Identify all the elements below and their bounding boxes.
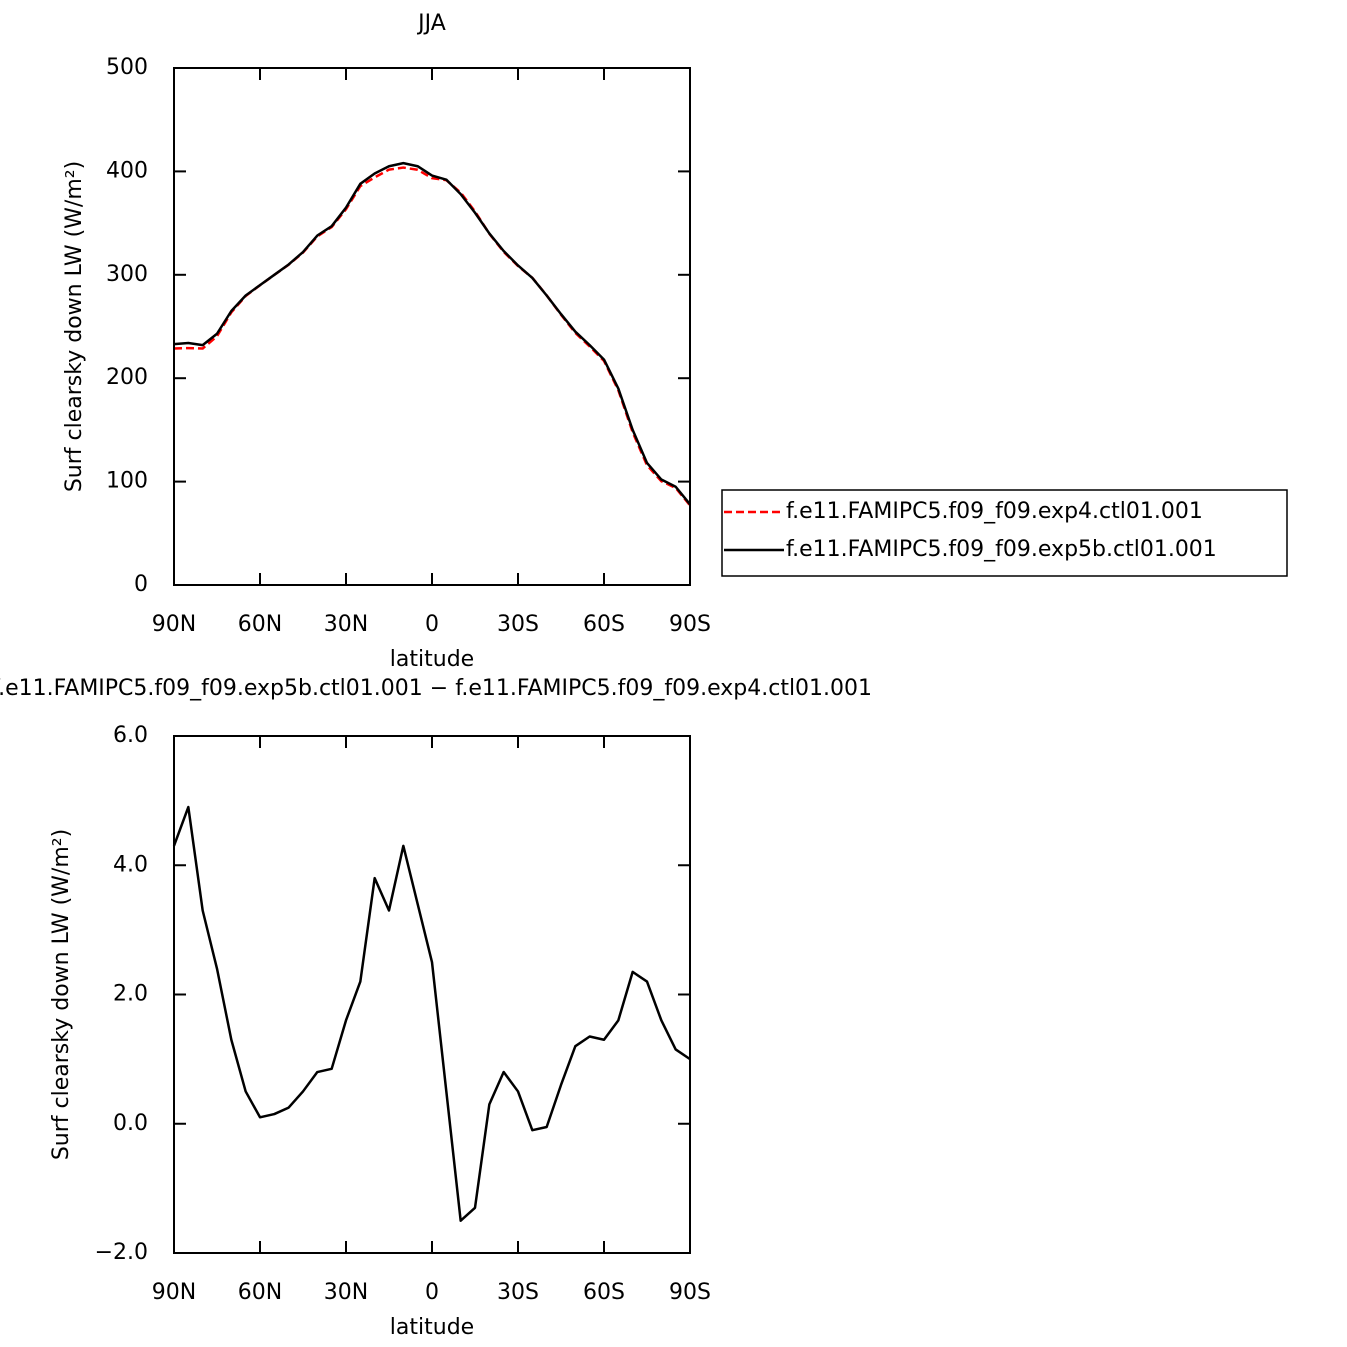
y-axis-label: Surf clearsky down LW (W/m²) [49,829,74,1160]
x-tick-label: 60N [238,612,282,637]
x-tick-label: 60S [583,612,625,637]
y-tick-label: 100 [106,469,148,494]
x-tick-label: 30N [324,1280,368,1305]
y-axis-label: Surf clearsky down LW (W/m²) [62,161,87,492]
y-tick-label: 4.0 [113,852,148,877]
x-tick-label: 90S [669,612,711,637]
x-tick-label: 60S [583,1280,625,1305]
x-tick-label: 90S [669,1280,711,1305]
x-axis-label: latitude [390,647,474,672]
chart-title: f.e11.FAMIPC5.f09_f09.exp5b.ctl01.001 − … [0,676,872,701]
legend-label: f.e11.FAMIPC5.f09_f09.exp5b.ctl01.001 [786,537,1217,562]
x-tick-label: 90N [152,612,196,637]
y-tick-label: 6.0 [113,723,148,748]
x-tick-label: 90N [152,1280,196,1305]
y-tick-label: 2.0 [113,982,148,1007]
legend-label: f.e11.FAMIPC5.f09_f09.exp4.ctl01.001 [786,499,1203,524]
x-tick-label: 60N [238,1280,282,1305]
legend-box [721,489,1288,577]
x-axis-label: latitude [390,1315,474,1340]
y-tick-label: 400 [106,158,148,183]
y-tick-label: 300 [106,262,148,287]
y-tick-label: 0.0 [113,1111,148,1136]
y-tick-label: 200 [106,365,148,390]
x-tick-label: 0 [425,612,439,637]
x-tick-label: 30N [324,612,368,637]
x-tick-label: 30S [497,1280,539,1305]
chart-title: JJA [416,11,446,36]
series-line [172,805,691,1222]
x-tick-label: 30S [497,612,539,637]
y-tick-label: 0 [134,572,148,597]
x-tick-label: 0 [425,1280,439,1305]
y-tick-label: −2.0 [95,1240,148,1265]
y-tick-label: 500 [106,55,148,80]
series-line [173,161,691,506]
